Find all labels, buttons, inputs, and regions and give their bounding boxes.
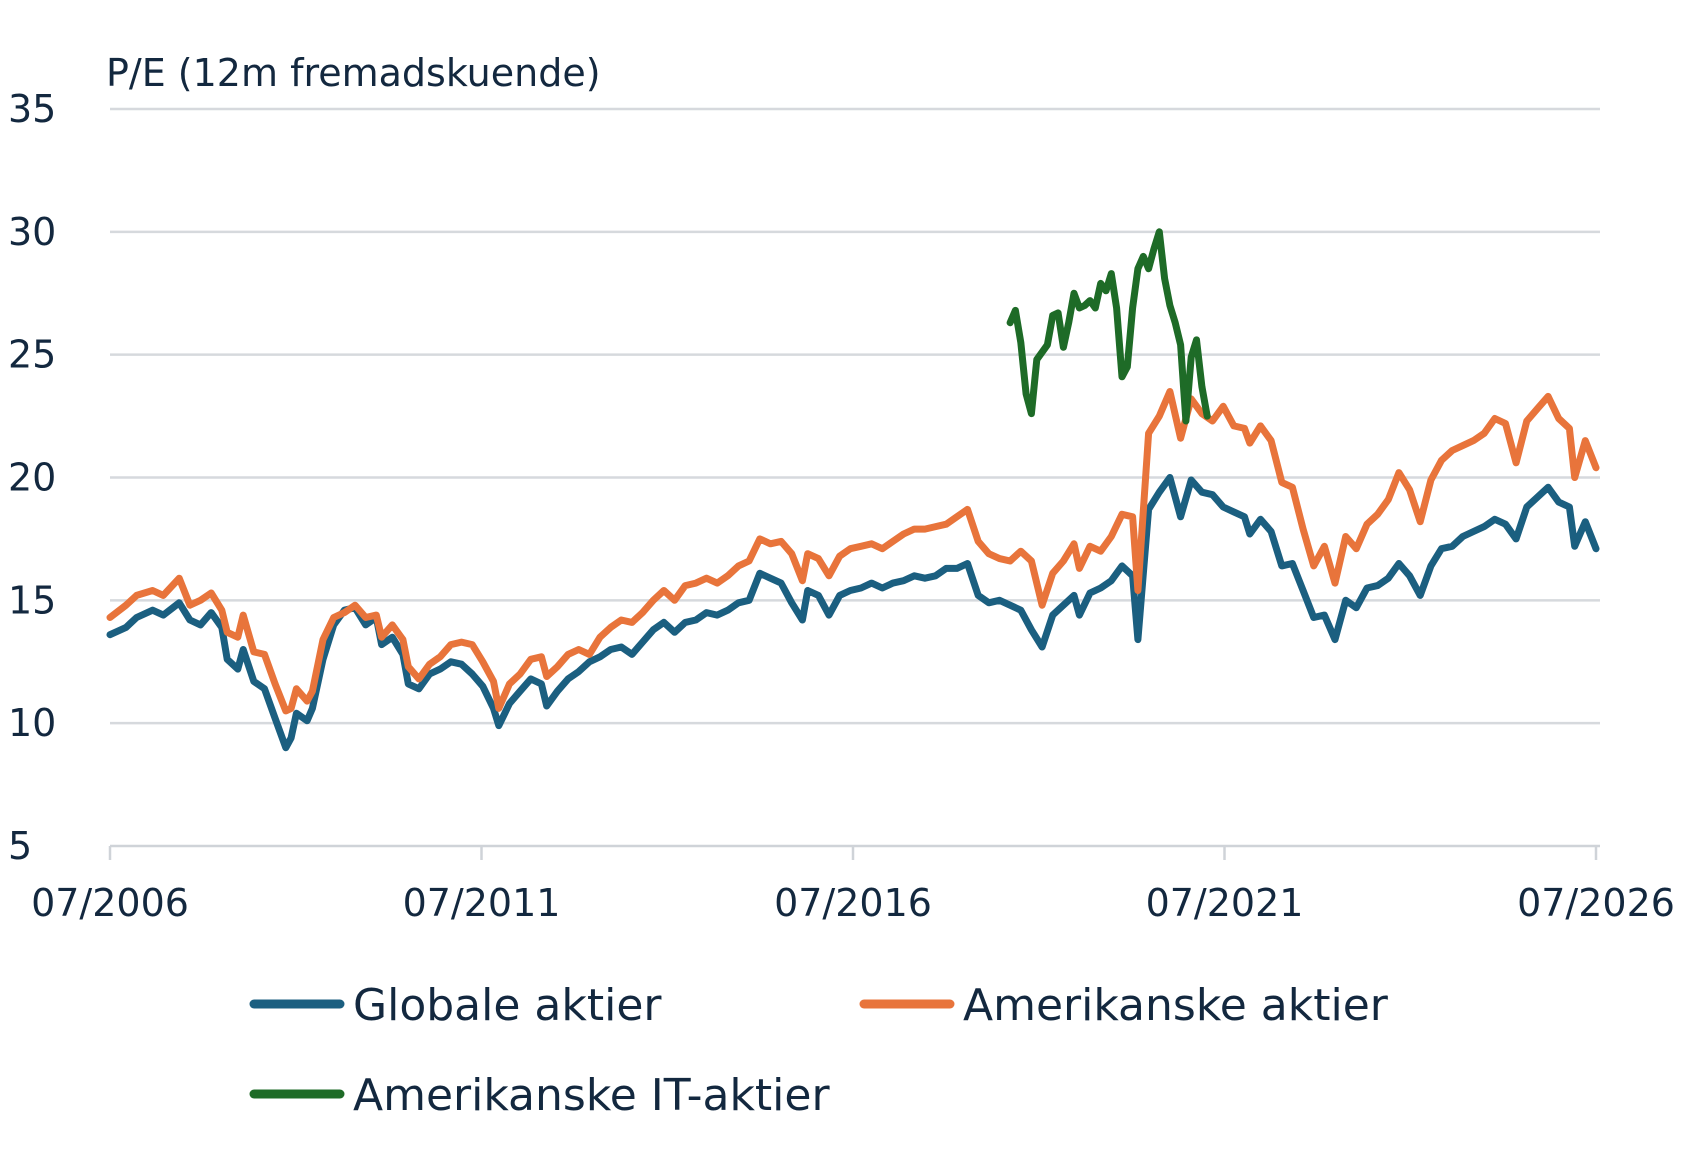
y-tick-label: 15 — [8, 578, 56, 622]
x-tick-label: 07/2021 — [1146, 881, 1304, 925]
y-axis-ticks: 5 10 15 20 25 30 35 — [8, 87, 56, 868]
legend-label: Amerikanske aktier — [963, 980, 1389, 1031]
y-axis-label: P/E (12m fremadskuende) — [106, 51, 601, 95]
series-line-3 — [1006, 228, 1211, 425]
y-tick-label: 10 — [8, 701, 56, 745]
y-tick-label: 25 — [8, 333, 56, 377]
x-tick-label: 07/2016 — [774, 881, 932, 925]
y-tick-label: 5 — [8, 824, 32, 868]
legend: Globale aktier Amerikanske aktier Amerikan… — [249, 980, 1389, 1121]
series-line-2 — [106, 388, 1600, 715]
x-tick-label: 07/2006 — [31, 881, 189, 925]
y-tick-label: 30 — [8, 210, 56, 254]
x-tick-label: 07/2026 — [1517, 881, 1675, 925]
gridlines — [110, 107, 1600, 725]
x-tick-label: 07/2011 — [403, 881, 561, 925]
series-lines — [106, 228, 1600, 752]
legend-label: Amerikanske IT-aktier — [353, 1070, 830, 1121]
y-tick-label: 20 — [8, 456, 56, 500]
x-axis-ticks: 07/2006 07/2011 07/2016 07/2021 07/2026 — [31, 846, 1675, 925]
legend-label: Globale aktier — [353, 980, 662, 1031]
y-tick-label: 35 — [8, 87, 56, 131]
